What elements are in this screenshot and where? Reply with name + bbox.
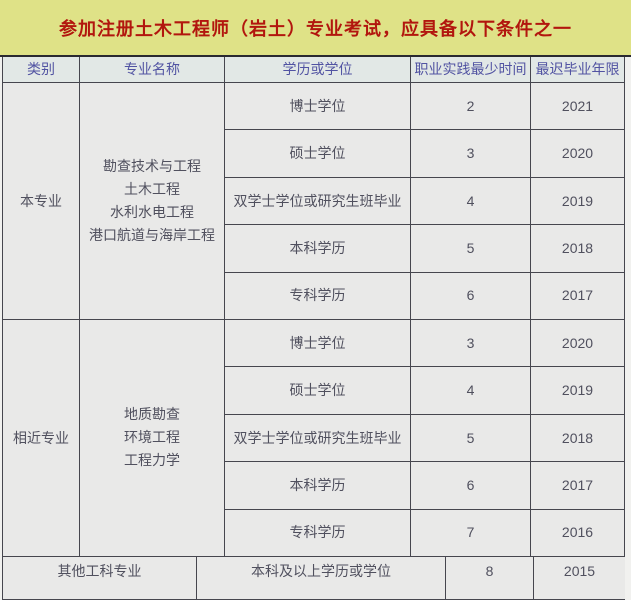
header-cell-major-name: 专业名称 [80,57,225,83]
degree-cell: 双学士学位或研究生班毕业 [225,177,411,226]
degree-cell: 本科及以上学历或学位 [197,556,446,599]
practice-years-cell: 2 [411,83,531,131]
header-cell-grad-year: 最迟毕业年限 [531,57,625,83]
practice-years-cell: 3 [411,130,531,178]
grad-year-cell: 2021 [531,83,625,131]
header-cell-practice-time: 职业实践最少时间 [411,57,531,83]
page-title: 参加注册土木工程师（岩土）专业考试，应具备以下条件之一 [59,18,572,39]
major-line: 工程力学 [124,452,180,469]
practice-years-cell: 3 [411,319,531,368]
header-cell-category: 类别 [3,57,80,83]
degree-cell: 博士学位 [225,319,411,368]
table-row-other-engineering: 其他工科专业 本科及以上学历或学位 8 2015 [3,556,625,600]
category-cell-similar-major: 相近专业 [3,319,80,557]
practice-years-cell: 8 [446,556,534,599]
degree-cell: 硕士学位 [225,367,411,415]
grad-year-cell: 2019 [531,367,625,415]
degree-cell: 专科学历 [225,272,411,320]
grad-year-cell: 2019 [531,177,625,226]
grad-year-cell: 2018 [531,414,625,463]
grad-year-cell: 2017 [531,272,625,320]
major-line: 地质勘查 [124,406,180,423]
category-cell-own-major: 本专业 [3,83,80,320]
grad-year-cell: 2018 [531,225,625,273]
category-cell-other-engineering: 其他工科专业 [3,556,197,599]
majors-cell-own-major: 勘查技术与工程 土木工程 水利水电工程 港口航道与海岸工程 [80,83,225,320]
grad-year-cell: 2017 [531,462,625,510]
grad-year-cell: 2020 [531,130,625,178]
major-line: 水利水电工程 [110,203,194,220]
major-line: 勘查技术与工程 [103,157,201,174]
header-cell-degree: 学历或学位 [225,57,411,83]
practice-years-cell: 4 [411,367,531,415]
grad-year-cell: 2015 [534,556,625,599]
degree-cell: 双学士学位或研究生班毕业 [225,414,411,463]
degree-cell: 本科学历 [225,462,411,510]
majors-cell-similar-major: 地质勘查 环境工程 工程力学 [80,319,225,557]
title-banner: 参加注册土木工程师（岩土）专业考试，应具备以下条件之一 [0,0,631,57]
practice-years-cell: 5 [411,225,531,273]
practice-years-cell: 7 [411,509,531,557]
grad-year-cell: 2016 [531,509,625,557]
major-line: 土木工程 [124,180,180,197]
major-line: 港口航道与海岸工程 [89,226,215,243]
degree-cell: 硕士学位 [225,130,411,178]
degree-cell: 博士学位 [225,83,411,131]
grad-year-cell: 2020 [531,319,625,368]
major-line: 环境工程 [124,429,180,446]
practice-years-cell: 4 [411,177,531,226]
degree-cell: 本科学历 [225,225,411,273]
practice-years-cell: 6 [411,462,531,510]
practice-years-cell: 5 [411,414,531,463]
practice-years-cell: 6 [411,272,531,320]
degree-cell: 专科学历 [225,509,411,557]
requirements-table: 类别 专业名称 学历或学位 职业实践最少时间 最迟毕业年限 本专业 勘查技术与工… [2,57,625,600]
